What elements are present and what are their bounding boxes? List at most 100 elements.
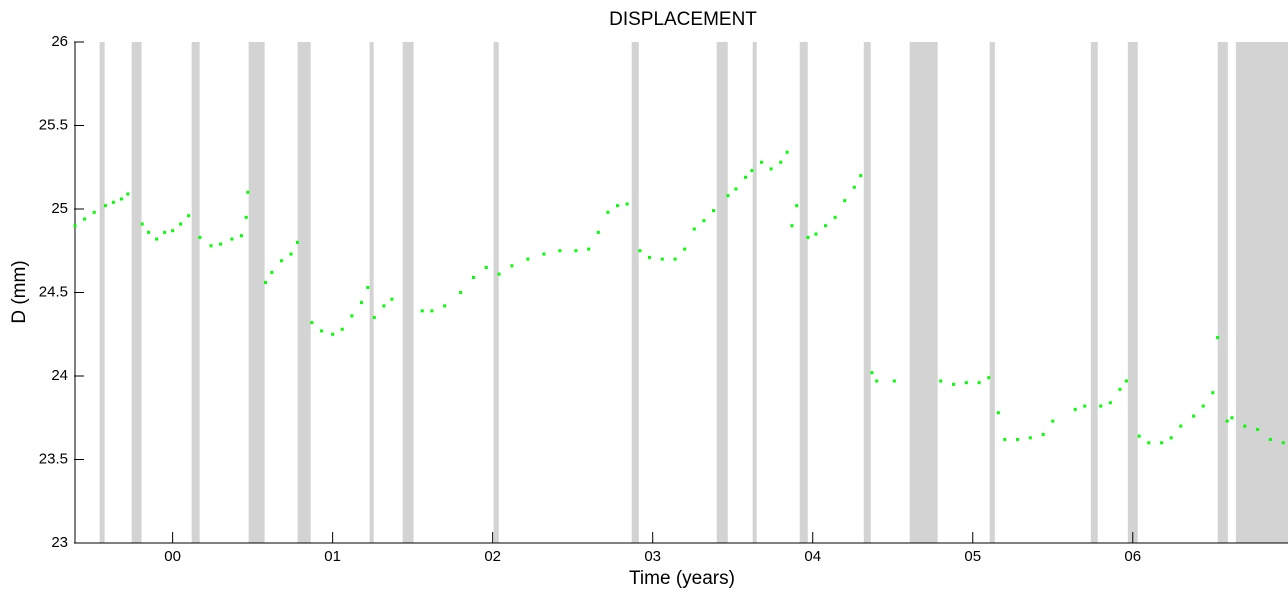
- data-point: [615, 204, 619, 208]
- data-gap: [191, 42, 200, 543]
- data-point: [83, 217, 87, 221]
- data-point: [892, 379, 896, 383]
- data-point: [510, 264, 514, 268]
- data-gap: [716, 42, 728, 543]
- x-tick-label: 06: [1124, 548, 1141, 565]
- x-axis-label: Time (years): [629, 568, 735, 589]
- y-tick-label: 24: [51, 367, 68, 384]
- data-gap: [1090, 42, 1098, 543]
- data-point: [977, 381, 981, 385]
- data-gap: [863, 42, 871, 543]
- y-tick-label: 26: [51, 33, 68, 50]
- data-gap: [631, 42, 639, 543]
- data-point: [769, 167, 773, 171]
- data-point: [459, 291, 463, 294]
- data-point: [647, 255, 651, 259]
- data-point: [1108, 401, 1112, 405]
- data-point: [289, 252, 293, 256]
- data-point: [702, 219, 706, 223]
- data-point: [843, 199, 847, 203]
- y-tick-label: 23: [51, 534, 68, 551]
- data-point: [382, 304, 386, 308]
- data-point: [596, 230, 600, 234]
- data-gap: [989, 42, 995, 543]
- y-tick-label: 25.5: [39, 116, 68, 133]
- y-tick-label: 23.5: [39, 450, 68, 467]
- data-point: [1281, 441, 1285, 445]
- data-point: [875, 379, 879, 383]
- data-point: [785, 150, 789, 154]
- data-point: [1169, 436, 1173, 440]
- data-point: [163, 230, 167, 234]
- data-point: [558, 249, 562, 253]
- data-point: [790, 224, 794, 228]
- data-point: [779, 160, 783, 164]
- data-point: [574, 249, 578, 253]
- data-point: [1243, 424, 1247, 428]
- data-gap: [1235, 42, 1288, 543]
- data-point: [542, 252, 546, 256]
- data-point: [497, 272, 501, 276]
- data-point: [92, 210, 96, 214]
- x-tick-label: 05: [964, 548, 981, 565]
- data-point: [750, 169, 754, 173]
- x-tick-label: 00: [164, 548, 181, 565]
- data-point: [319, 329, 323, 333]
- data-point: [1211, 391, 1215, 395]
- data-point: [270, 270, 274, 274]
- data-point: [587, 247, 591, 251]
- data-point: [1003, 437, 1007, 441]
- data-gap: [99, 42, 105, 543]
- data-point: [1201, 404, 1205, 408]
- data-point: [111, 200, 115, 204]
- data-point: [246, 190, 250, 194]
- data-gap: [131, 42, 142, 543]
- data-gap: [248, 42, 265, 543]
- data-point: [1268, 437, 1272, 441]
- data-point: [443, 304, 447, 308]
- data-point: [1160, 441, 1164, 445]
- data-point: [852, 185, 856, 189]
- data-point: [673, 257, 677, 261]
- data-point: [712, 209, 716, 213]
- data-point: [1083, 404, 1087, 408]
- data-point: [340, 327, 344, 331]
- x-tick-label: 03: [644, 548, 661, 565]
- data-point: [147, 230, 151, 234]
- data-gap: [493, 42, 499, 543]
- data-gap: [1127, 42, 1138, 543]
- data-point: [295, 240, 299, 244]
- data-point: [606, 210, 610, 214]
- data-point: [1216, 336, 1220, 340]
- data-point: [1192, 414, 1196, 418]
- data-point: [73, 224, 77, 228]
- data-point: [683, 247, 687, 251]
- y-tick-label: 24.5: [39, 283, 68, 300]
- data-point: [1073, 407, 1077, 411]
- data-point: [209, 244, 213, 248]
- data-point: [140, 222, 144, 226]
- data-gap: [1217, 42, 1228, 543]
- data-point: [119, 197, 123, 201]
- data-gap: [402, 42, 414, 543]
- data-point: [625, 202, 629, 206]
- data-point: [939, 379, 943, 383]
- x-tick-label: 01: [324, 548, 341, 565]
- data-point: [310, 321, 314, 325]
- data-point: [1225, 419, 1229, 423]
- data-point: [1124, 379, 1128, 383]
- data-point: [526, 257, 530, 261]
- data-point: [692, 227, 696, 231]
- y-tick-label: 25: [51, 200, 68, 217]
- data-point: [366, 285, 370, 289]
- data-point: [1147, 441, 1151, 445]
- data-point: [179, 222, 183, 226]
- data-point: [1256, 427, 1260, 431]
- data-point: [103, 204, 107, 208]
- data-point: [187, 214, 191, 218]
- data-point: [760, 160, 764, 164]
- data-point: [430, 309, 434, 313]
- data-point: [484, 265, 488, 269]
- x-tick-label: 02: [484, 548, 501, 565]
